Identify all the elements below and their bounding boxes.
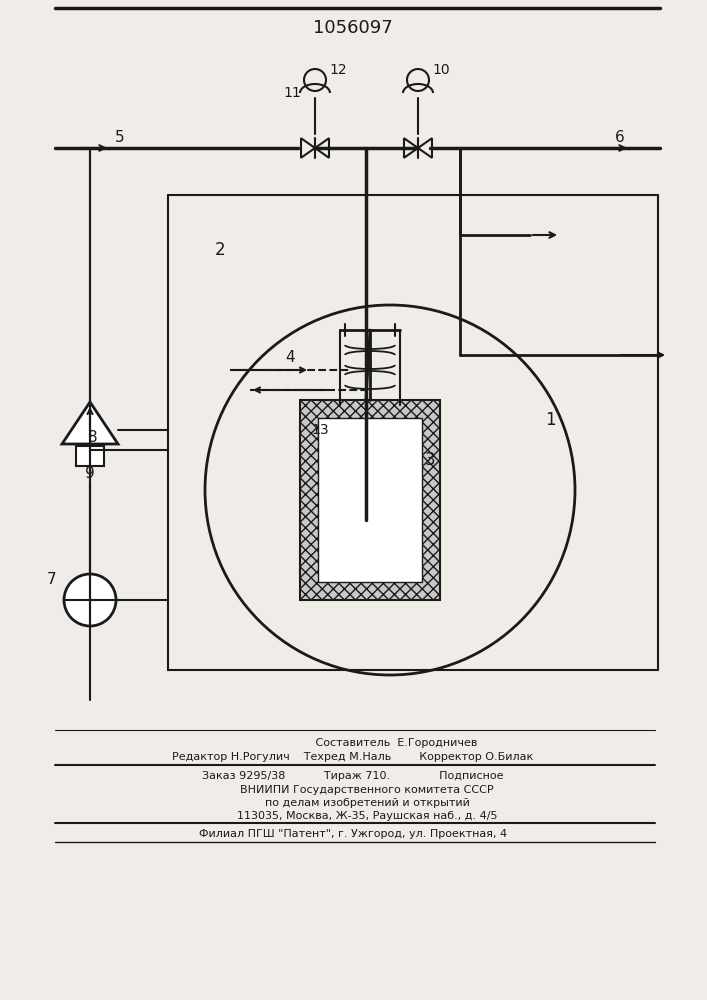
Text: 2: 2 xyxy=(215,241,226,259)
Text: 13: 13 xyxy=(311,423,329,437)
Bar xyxy=(318,418,422,582)
Text: по делам изобретений и открытий: по делам изобретений и открытий xyxy=(237,798,469,808)
Bar xyxy=(76,446,104,466)
Circle shape xyxy=(64,574,116,626)
Text: 113035, Москва, Ж-35, Раушская наб., д. 4/5: 113035, Москва, Ж-35, Раушская наб., д. … xyxy=(209,811,497,821)
Text: ВНИИПИ Государственного комитета СССР: ВНИИПИ Государственного комитета СССР xyxy=(212,785,493,795)
Text: 7: 7 xyxy=(47,572,57,587)
Text: 3: 3 xyxy=(425,451,436,469)
Text: Составитель  Е.Городничев: Составитель Е.Городничев xyxy=(228,738,478,748)
Text: Заказ 9295/38           Тираж 710.              Подписное: Заказ 9295/38 Тираж 710. Подписное xyxy=(202,771,504,781)
Text: 1056097: 1056097 xyxy=(313,19,393,37)
Bar xyxy=(300,400,440,600)
Text: Редактор Н.Рогулич    Техред М.Наль        Корректор О.Билак: Редактор Н.Рогулич Техред М.Наль Коррект… xyxy=(173,752,534,762)
Text: 4: 4 xyxy=(285,351,295,365)
Text: 9: 9 xyxy=(85,466,95,482)
Text: Филиал ПГШ "Патент", г. Ужгород, ул. Проектная, 4: Филиал ПГШ "Патент", г. Ужгород, ул. Про… xyxy=(199,829,507,839)
Text: 6: 6 xyxy=(615,130,625,145)
Text: 8: 8 xyxy=(88,430,98,446)
Text: 10: 10 xyxy=(432,63,450,77)
Text: 11: 11 xyxy=(284,86,301,100)
Text: 5: 5 xyxy=(115,130,125,145)
Text: 1: 1 xyxy=(544,411,555,429)
Polygon shape xyxy=(62,402,118,444)
Text: 12: 12 xyxy=(329,63,346,77)
